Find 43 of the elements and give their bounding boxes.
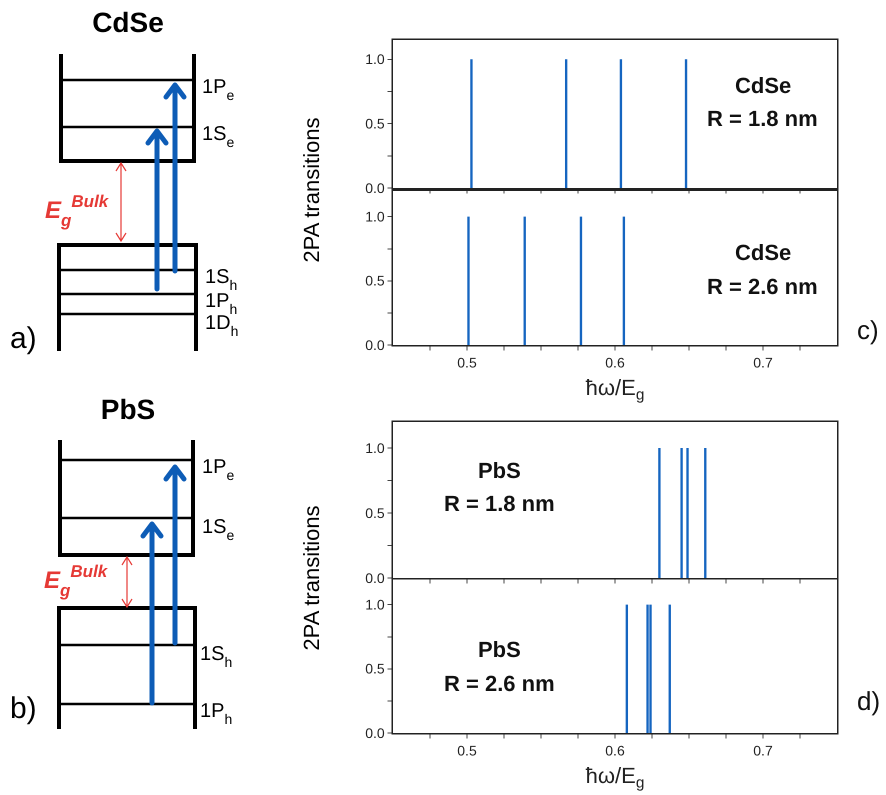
annotation: R = 2.6 nm <box>707 274 818 299</box>
x-axis-title: ħω/E$_{g}$ <box>586 374 644 404</box>
annotation: PbS <box>478 637 521 662</box>
y-tick-label: 0.5 <box>365 504 385 521</box>
x-tick-label: 0.7 <box>753 354 773 370</box>
text: CdSe <box>92 7 164 38</box>
y-tick-label: 0.5 <box>365 272 385 289</box>
x-tick-label: 0.7 <box>753 742 773 758</box>
text: 1S$_{e}$ <box>202 516 234 543</box>
annotation: R = 1.8 nm <box>707 106 818 131</box>
annotation: R = 1.8 nm <box>444 491 555 516</box>
y-tick-label: 0.0 <box>365 180 385 196</box>
y-tick-label: 1.0 <box>365 440 385 456</box>
text: d) <box>857 686 880 716</box>
y-tick-label: 0.0 <box>365 336 385 353</box>
x-tick-label: 0.6 <box>605 354 625 370</box>
x-tick-label: 0.5 <box>457 742 477 758</box>
y-axis-title: 2PA transitions <box>299 505 325 651</box>
x-tick-label: 0.5 <box>457 354 477 370</box>
annotation: CdSe <box>735 240 792 265</box>
text: 1P$_{h}$ <box>200 700 232 727</box>
annotation: R = 2.6 nm <box>444 671 555 696</box>
text: 1S$_{h}$ <box>200 643 232 670</box>
y-tick-label: 1.0 <box>365 208 385 225</box>
y-axis-title: 2PA transitions <box>299 117 325 263</box>
y-tick-label: 1.0 <box>365 51 385 68</box>
text: 1S$_{h}$ <box>205 266 238 293</box>
text: 1S$_{e}$ <box>202 123 234 150</box>
y-tick-label: 1.0 <box>365 596 385 613</box>
y-tick-label: 0.5 <box>365 660 385 677</box>
text: 1P$_{e}$ <box>202 76 234 103</box>
annotation: PbS <box>478 458 521 483</box>
text: PbS <box>100 394 156 426</box>
text: b) <box>10 692 37 725</box>
annotation: CdSe <box>735 73 792 98</box>
text: 1P$_{e}$ <box>202 456 234 483</box>
x-axis-title: ħω/E$_{g}$ <box>586 762 644 792</box>
text: a) <box>10 322 37 355</box>
y-tick-label: 0.0 <box>365 570 385 586</box>
text: c) <box>857 315 879 345</box>
x-tick-label: 0.6 <box>605 742 625 758</box>
y-tick-label: 0.5 <box>365 116 385 132</box>
y-tick-label: 0.0 <box>365 724 385 741</box>
